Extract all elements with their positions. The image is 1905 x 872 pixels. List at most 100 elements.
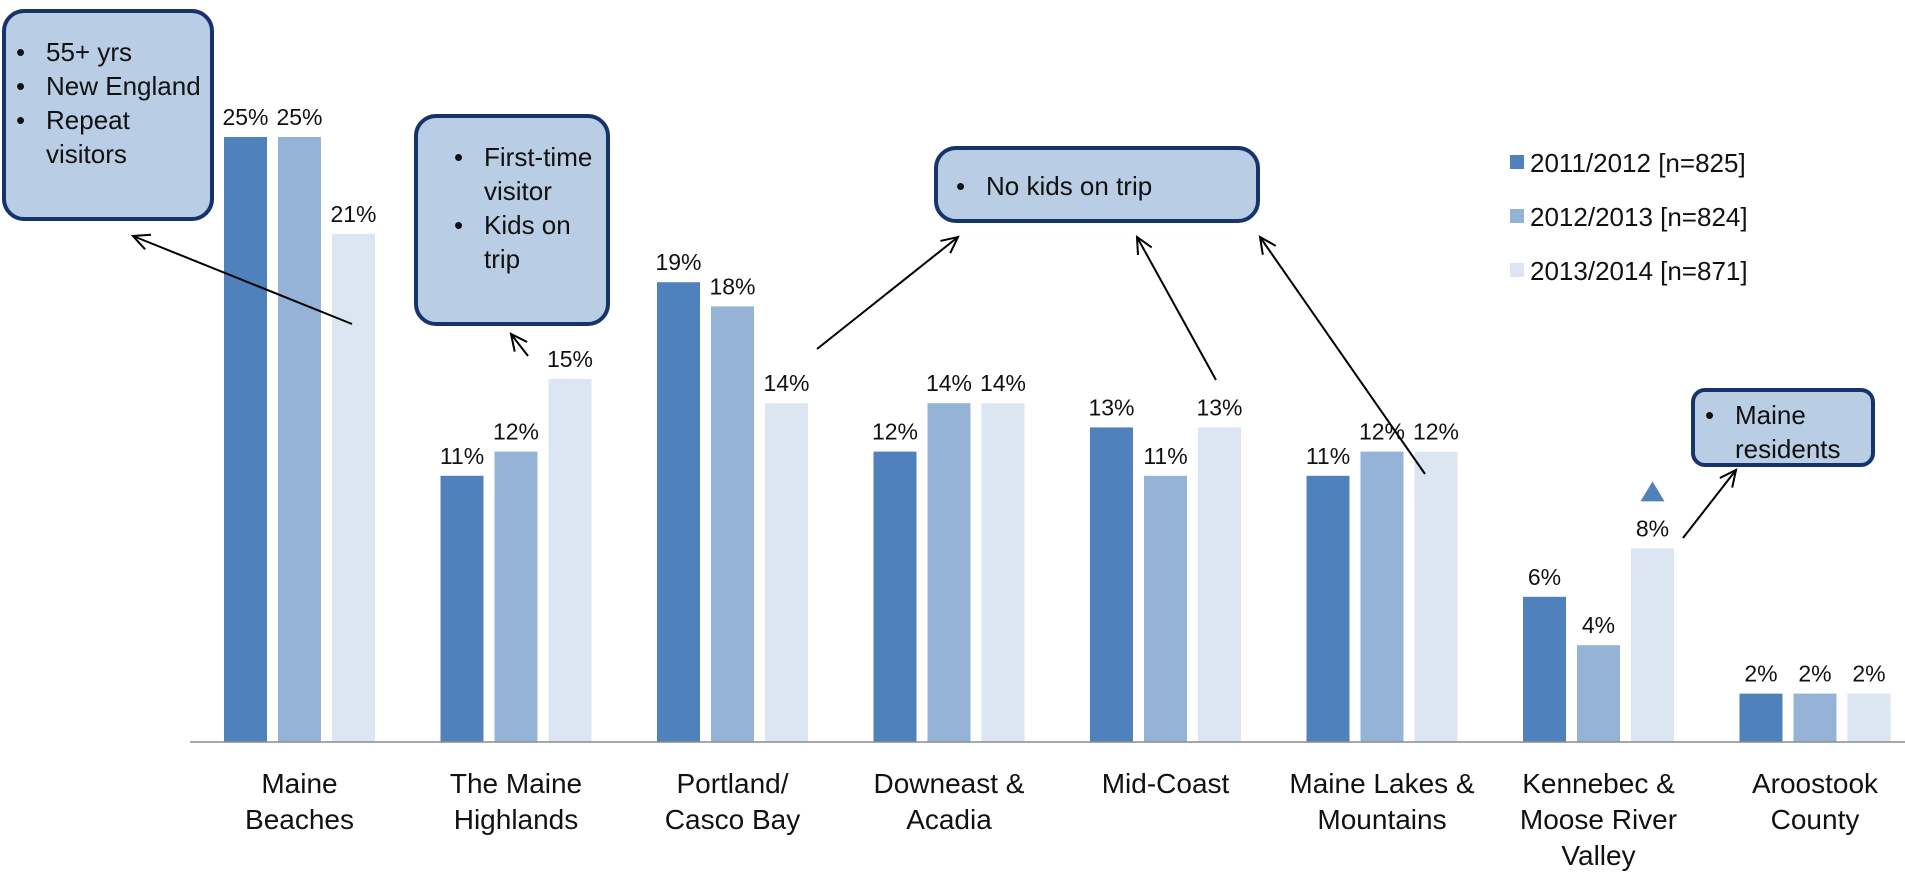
category-label: Moose River	[1520, 804, 1677, 835]
bar	[1523, 596, 1566, 742]
bar	[1360, 451, 1404, 742]
data-label: 12%	[1413, 419, 1459, 445]
arrow-head	[130, 233, 152, 250]
data-label: 19%	[655, 249, 701, 275]
category-label: Mountains	[1317, 804, 1446, 835]
data-label: 15%	[547, 346, 593, 372]
category-label: Aroostook	[1752, 768, 1879, 799]
data-label: 4%	[1582, 612, 1615, 638]
legend-swatch	[1510, 155, 1524, 169]
arrow-head	[1135, 234, 1153, 256]
category-label: Maine Lakes &	[1289, 768, 1475, 799]
callout-item: 55+ yrs	[6, 35, 202, 69]
data-label: 12%	[872, 419, 918, 445]
category-label: Valley	[1561, 840, 1635, 871]
data-label: 8%	[1636, 515, 1669, 541]
category-label: Acadia	[906, 804, 992, 835]
callout-item: Repeat visitors	[6, 103, 202, 171]
data-label: 6%	[1528, 564, 1561, 590]
category-label: County	[1771, 804, 1860, 835]
data-label: 11%	[440, 443, 484, 469]
bar	[1847, 693, 1891, 742]
bar	[1631, 548, 1674, 742]
legend: 2011/2012 [n=825] 2012/2013 [n=824] 2013/2…	[1510, 148, 1748, 286]
bar	[1414, 451, 1458, 742]
callout-item: New England	[6, 69, 202, 103]
data-label: 11%	[1143, 443, 1187, 469]
annotation-arrow	[1136, 236, 1217, 381]
data-label: 14%	[980, 370, 1026, 396]
bar	[1144, 475, 1187, 742]
callout-item: Maine residents	[1695, 398, 1863, 466]
category-label: Mid-Coast	[1102, 768, 1230, 799]
callout-residents: Maine residents	[1691, 388, 1875, 467]
annotation-arrow	[132, 235, 353, 325]
category-label: Kennebec &	[1522, 768, 1675, 799]
data-label: 13%	[1088, 394, 1134, 420]
bar	[548, 379, 592, 742]
legend-swatch	[1510, 263, 1524, 277]
legend-label: 2013/2014 [n=871]	[1530, 256, 1748, 286]
legend-swatch	[1510, 209, 1524, 223]
bar	[981, 403, 1025, 742]
arrow-head	[1719, 468, 1738, 488]
category-labels: Maine Beaches The Maine Highlands Portland/C…	[245, 768, 1879, 871]
callout-item: First-time visitor	[444, 140, 598, 208]
bar	[1198, 427, 1241, 742]
bar	[440, 475, 484, 742]
callout-no-kids: No kids on trip	[934, 146, 1260, 223]
bar	[657, 282, 700, 742]
bar	[1306, 475, 1350, 742]
bar	[765, 403, 808, 742]
significance-marker	[1640, 481, 1665, 502]
bar	[1793, 693, 1837, 742]
data-label: 2%	[1744, 661, 1777, 687]
bar	[332, 233, 375, 743]
data-label: 25%	[276, 104, 322, 130]
annotation-arrow	[1682, 469, 1737, 539]
bar	[927, 403, 971, 742]
callout-list: First-time visitor Kids on trip	[444, 140, 598, 276]
annotation-arrow	[1259, 236, 1426, 475]
data-label: 12%	[1359, 419, 1405, 445]
category-label: Downeast &	[874, 768, 1025, 799]
bar	[711, 306, 754, 742]
category-label: Portland/	[676, 768, 788, 799]
callout-item: No kids on trip	[946, 169, 1248, 203]
bars-layer: 25% 11% 19% 12% 13% 11% 6% 2% 25% 12% 18% 14% 11% 12%…	[222, 104, 1891, 743]
category-label: The Maine	[450, 768, 582, 799]
category-label: Highlands	[454, 804, 579, 835]
arrow-head	[509, 332, 528, 352]
legend-label: 2012/2013 [n=824]	[1530, 202, 1748, 232]
bar	[873, 451, 917, 742]
data-label: 18%	[709, 273, 755, 299]
arrow-head	[940, 235, 960, 254]
data-label: 14%	[763, 370, 809, 396]
bar	[494, 451, 538, 742]
annotation-arrow	[510, 333, 529, 357]
data-label: 25%	[222, 104, 268, 130]
category-label: Maine	[261, 768, 337, 799]
annotation-arrow	[816, 236, 959, 350]
bar	[1577, 645, 1620, 742]
callout-list: Maine residents	[1695, 398, 1863, 466]
bar	[1090, 427, 1133, 742]
callout-beaches: 55+ yrs New England Repeat visitors	[2, 9, 214, 221]
data-label: 11%	[1306, 443, 1350, 469]
callout-highlands: First-time visitor Kids on trip	[414, 114, 610, 326]
legend-label: 2011/2012 [n=825]	[1530, 148, 1746, 178]
callout-list: 55+ yrs New England Repeat visitors	[6, 35, 202, 171]
category-label: Beaches	[245, 804, 354, 835]
data-label: 12%	[493, 419, 539, 445]
callout-list: No kids on trip	[946, 169, 1248, 203]
bar	[1739, 693, 1783, 742]
data-label: 2%	[1798, 661, 1831, 687]
callout-item: Kids on trip	[444, 208, 598, 276]
bar	[224, 137, 267, 742]
data-label: 21%	[330, 201, 376, 227]
bar	[278, 137, 321, 742]
data-label: 14%	[926, 370, 972, 396]
arrow-head	[1258, 235, 1277, 255]
data-label: 13%	[1196, 394, 1242, 420]
